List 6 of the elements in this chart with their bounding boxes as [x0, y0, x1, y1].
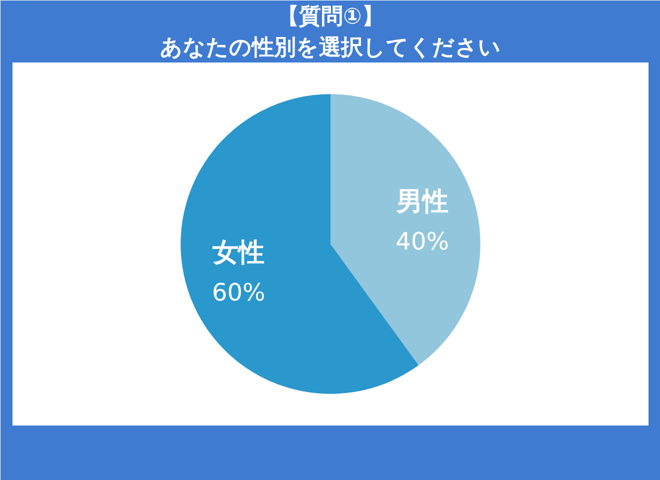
slice-label: 女性 [212, 238, 265, 268]
chart-title: 【質問①】 [277, 4, 384, 30]
slice-label: 男性 [395, 187, 448, 218]
data-label: 40% [396, 228, 450, 256]
data-label: 60% [212, 278, 266, 307]
chart-subtitle: あなたの性別を選択してください [160, 36, 501, 60]
